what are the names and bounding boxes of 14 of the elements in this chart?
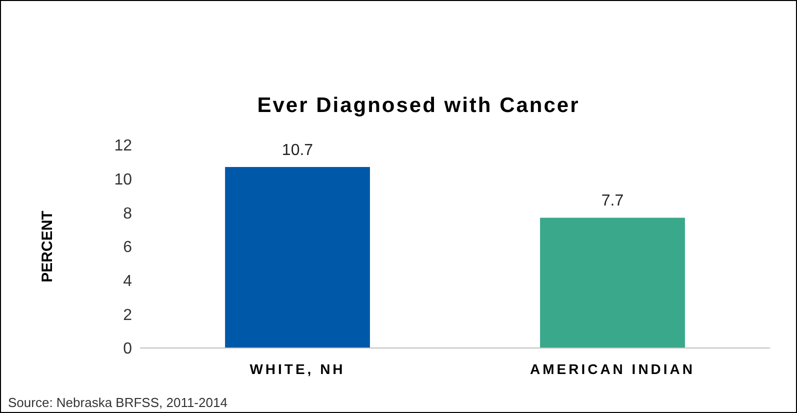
x-tick-label: WHITE, NH <box>250 361 346 377</box>
y-axis-title: PERCENT <box>39 210 56 282</box>
y-tick-label: 8 <box>123 205 132 222</box>
y-tick-label: 4 <box>123 272 132 290</box>
data-label: 10.7 <box>282 142 314 159</box>
y-tick-label: 6 <box>123 239 132 256</box>
y-tick-label: 10 <box>114 171 132 188</box>
chart-title: Ever Diagnosed with Cancer <box>257 94 580 117</box>
y-tick-label: 0 <box>123 340 132 358</box>
source-note: Source: Nebraska BRFSS, 2011-2014 <box>8 395 228 410</box>
x-tick-label: AMERICAN INDIAN <box>530 361 696 377</box>
y-tick-label: 2 <box>123 306 132 324</box>
data-label: 7.7 <box>601 192 624 210</box>
y-tick-label: 12 <box>114 138 132 155</box>
